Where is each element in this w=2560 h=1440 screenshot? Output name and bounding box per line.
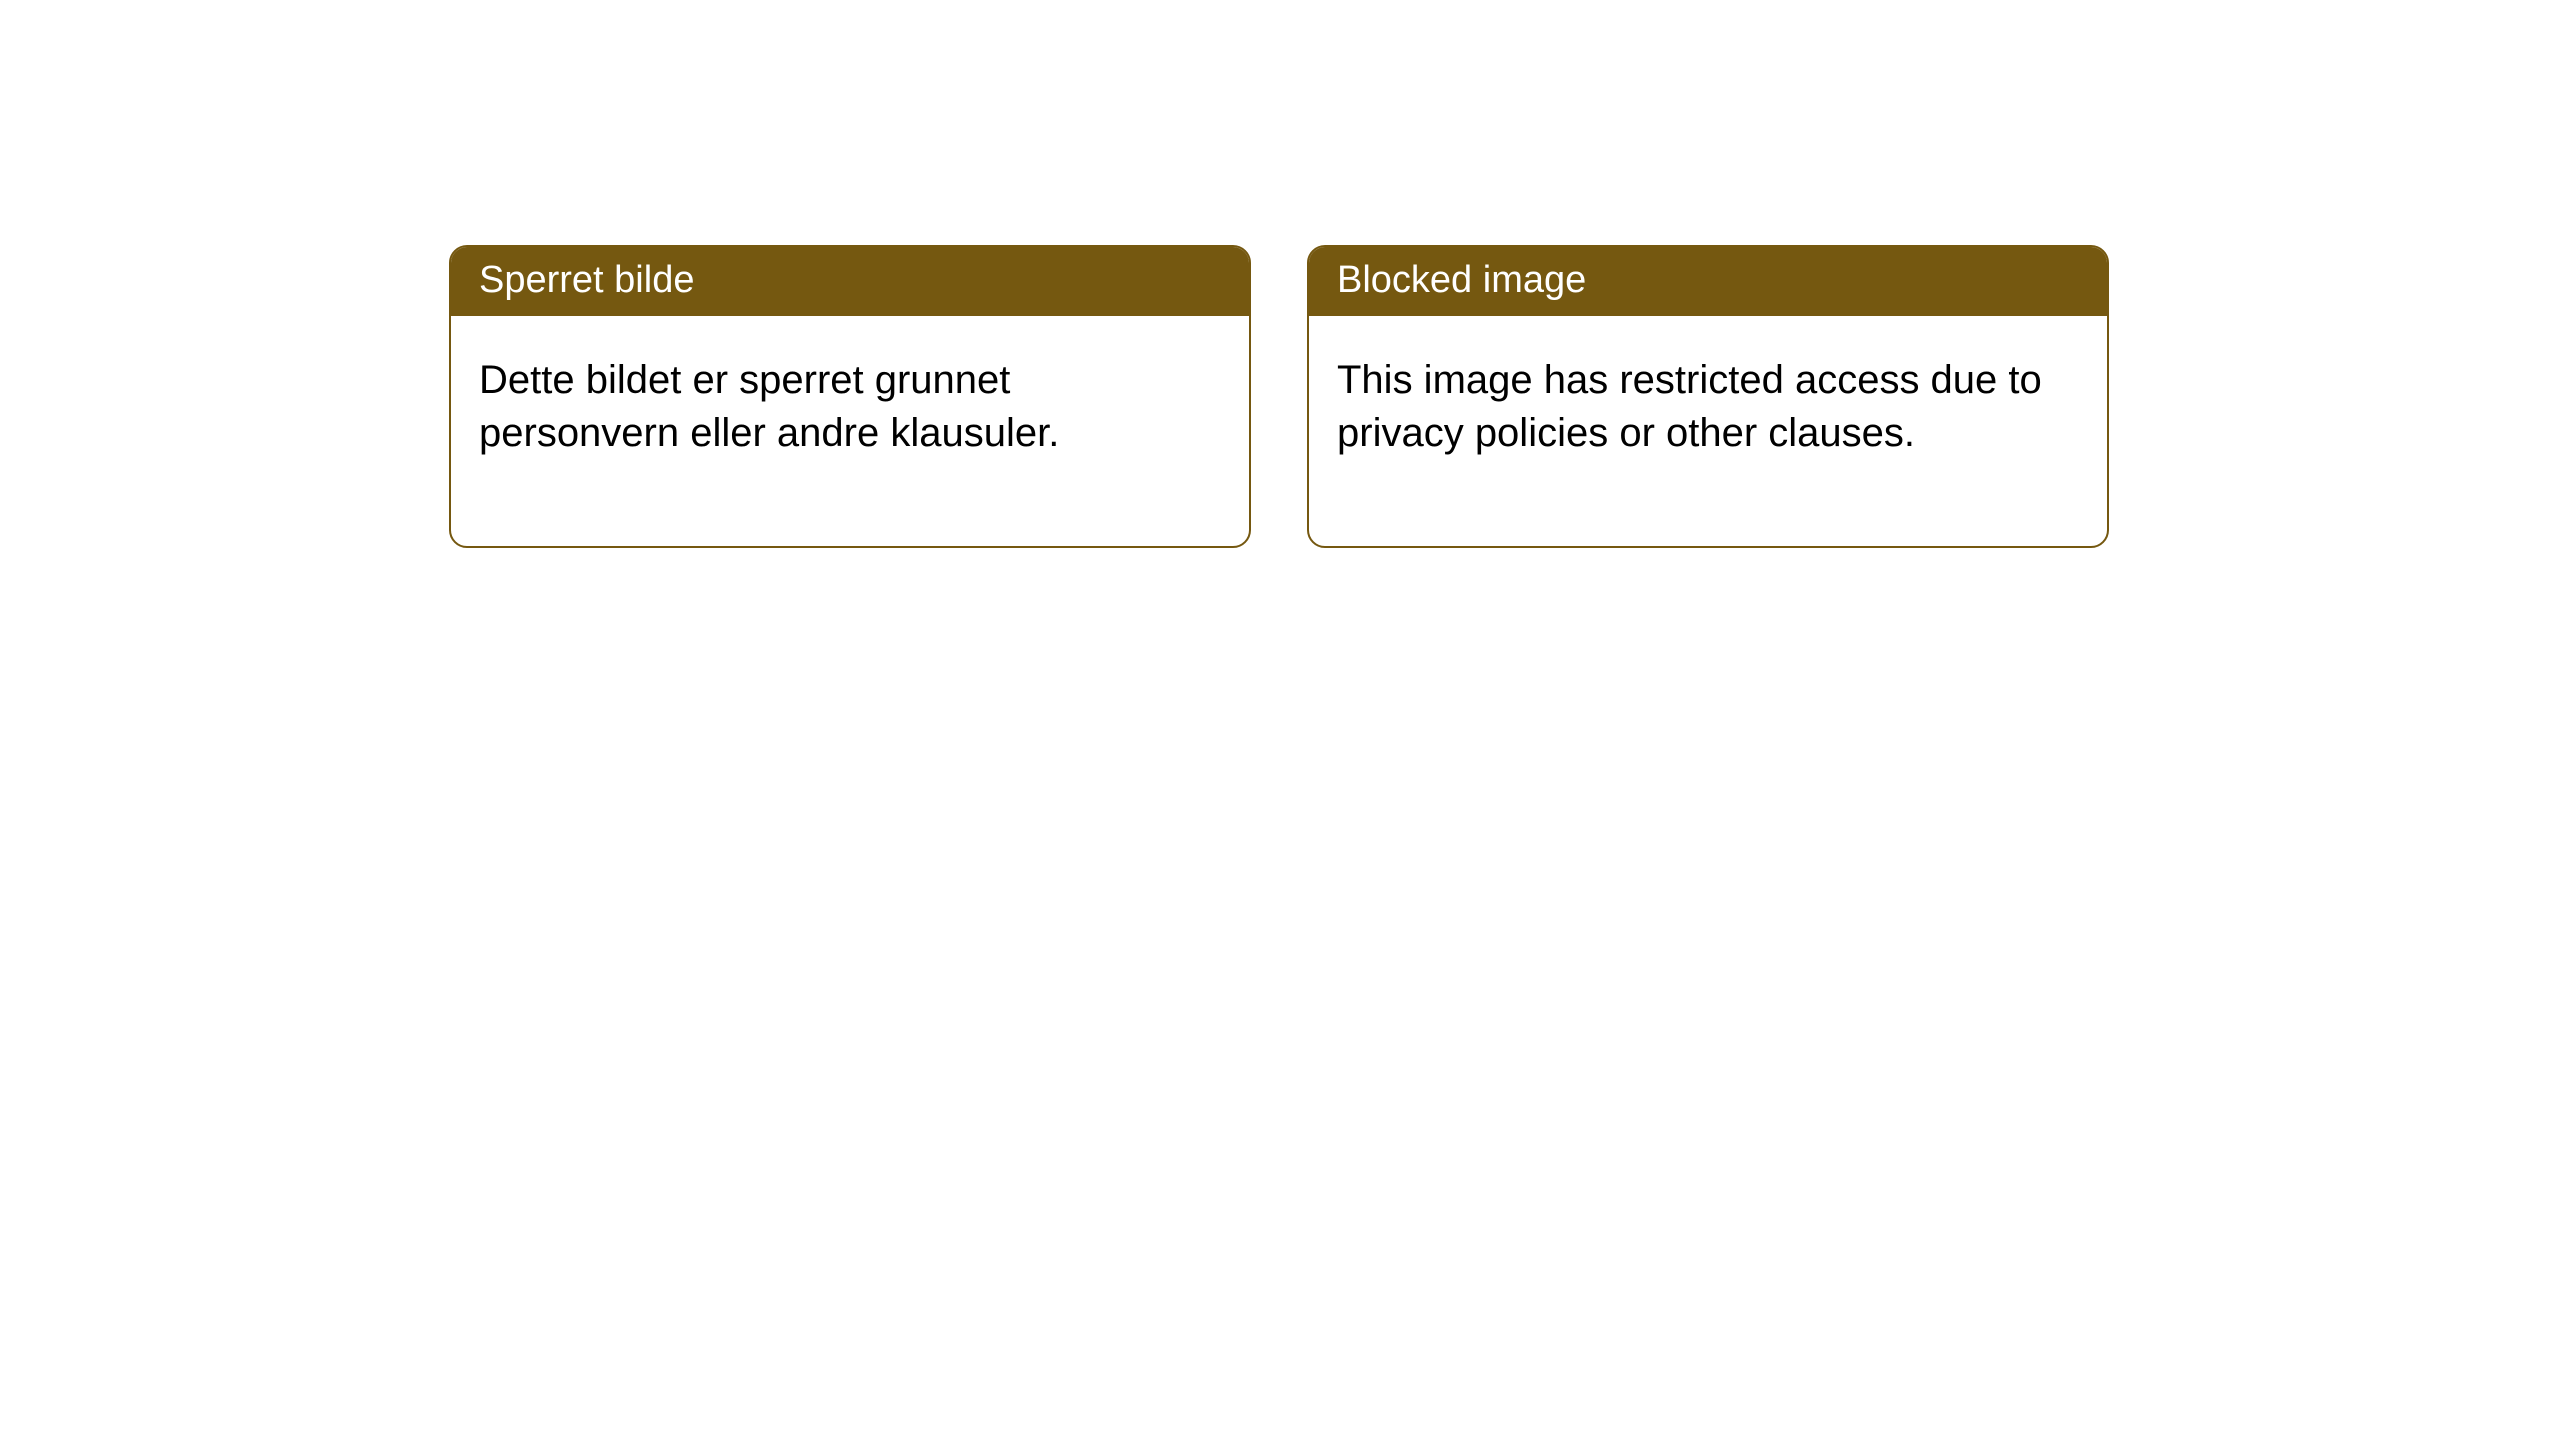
notice-body-en: This image has restricted access due to … xyxy=(1309,316,2107,546)
notice-body-no: Dette bildet er sperret grunnet personve… xyxy=(451,316,1249,546)
notice-title-en: Blocked image xyxy=(1309,247,2107,316)
notice-card-en: Blocked image This image has restricted … xyxy=(1307,245,2109,548)
notice-card-no: Sperret bilde Dette bildet er sperret gr… xyxy=(449,245,1251,548)
notice-title-no: Sperret bilde xyxy=(451,247,1249,316)
notice-container: Sperret bilde Dette bildet er sperret gr… xyxy=(449,245,2109,548)
